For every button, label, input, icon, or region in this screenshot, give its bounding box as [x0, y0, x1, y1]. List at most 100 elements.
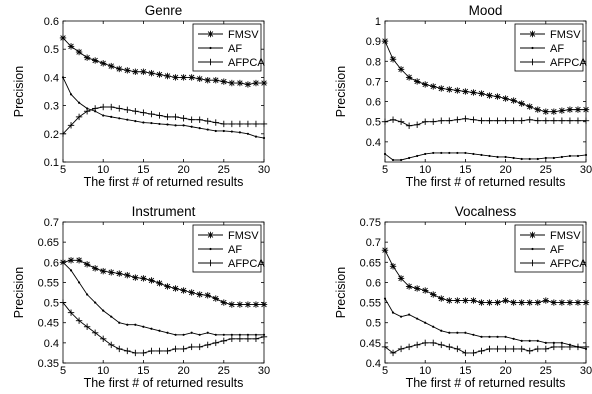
data-point-af	[568, 154, 572, 158]
chart-panel-3: 5 10 15 20 25 30 0.35 0.4 0.45 0.5 0.55 0.6 0.65 0.7 I…	[12, 204, 270, 390]
data-point-fmsv	[68, 43, 74, 50]
data-point-af	[440, 151, 443, 155]
data-point-fmsv	[164, 283, 171, 290]
data-point-af	[118, 117, 121, 120]
series-afpca	[59, 103, 268, 137]
data-point-af	[222, 129, 225, 133]
data-point-af	[214, 129, 217, 133]
series-fmsv	[381, 247, 590, 306]
series-af	[383, 297, 588, 350]
data-point-af	[383, 297, 387, 300]
data-point-fmsv	[559, 107, 565, 114]
y-tick-label: 0.4	[366, 358, 381, 370]
data-point-fmsv	[108, 63, 114, 69]
y-tick-label: 0.4	[366, 137, 381, 149]
x-tick-label: 20	[177, 164, 189, 176]
legend-marker-fmsv	[207, 31, 214, 37]
data-point-af	[182, 124, 185, 127]
data-point-fmsv	[583, 299, 589, 306]
data-point-fmsv	[430, 291, 436, 298]
data-point-af	[576, 154, 580, 158]
y-tick-label: 0.65	[360, 257, 381, 269]
data-point-af	[94, 301, 97, 304]
data-point-af	[230, 130, 233, 133]
data-point-fmsv	[76, 257, 82, 263]
x-tick-label: 30	[580, 365, 592, 377]
series-fmsv	[59, 34, 268, 88]
data-point-fmsv	[156, 71, 163, 78]
series-afpca	[381, 115, 590, 129]
data-point-af	[134, 120, 137, 123]
x-axis-label: The first # of returned results	[84, 175, 244, 189]
series-line-afpca	[62, 106, 264, 135]
data-point-af	[190, 331, 193, 334]
x-axis-label: The first # of returned results	[406, 376, 566, 390]
data-point-af	[536, 157, 539, 161]
chart-title: Instrument	[132, 204, 196, 219]
data-point-af	[480, 153, 483, 157]
data-point-fmsv	[60, 35, 66, 41]
data-point-fmsv	[140, 275, 147, 282]
data-point-af	[464, 151, 467, 155]
data-point-fmsv	[422, 81, 428, 88]
data-point-fmsv	[543, 297, 549, 304]
data-point-af	[544, 341, 547, 344]
data-point-fmsv	[221, 78, 227, 85]
data-point-fmsv	[382, 38, 388, 44]
chart-title: Vocalness	[455, 204, 517, 219]
x-tick-label: 25	[218, 164, 230, 176]
data-point-fmsv	[84, 54, 90, 61]
series-af	[61, 76, 266, 140]
x-tick-label: 25	[540, 164, 552, 176]
series-afpca	[381, 339, 590, 357]
data-point-fmsv	[205, 77, 211, 83]
data-point-af	[480, 335, 483, 338]
data-point-af	[391, 158, 395, 162]
chart-title: Mood	[469, 3, 503, 18]
data-point-af	[408, 156, 411, 160]
data-point-af	[182, 333, 185, 336]
legend-label-af: AF	[550, 244, 564, 256]
data-point-fmsv	[76, 49, 82, 55]
data-point-fmsv	[446, 297, 453, 304]
data-point-fmsv	[253, 301, 259, 308]
data-point-af	[496, 155, 499, 159]
y-tick-label: 0.45	[360, 338, 381, 350]
y-axis-label: Precision	[12, 66, 26, 117]
legend-box	[514, 23, 584, 72]
data-point-fmsv	[422, 287, 428, 294]
x-tick-label: 30	[258, 365, 270, 377]
data-point-fmsv	[575, 299, 581, 306]
data-point-fmsv	[124, 67, 131, 74]
data-point-fmsv	[390, 263, 396, 270]
data-point-fmsv	[221, 299, 227, 306]
x-tick-label: 10	[97, 365, 109, 377]
data-point-af	[440, 329, 443, 332]
legend-label-af: AF	[550, 43, 564, 55]
data-point-af	[174, 124, 177, 127]
data-point-af	[102, 309, 105, 312]
data-point-af	[166, 331, 169, 334]
data-point-af	[61, 261, 65, 264]
data-point-fmsv	[92, 265, 98, 272]
x-tick-label: 10	[97, 164, 109, 176]
y-tick-label: 0.4	[44, 338, 59, 350]
data-point-af	[262, 136, 266, 140]
data-point-af	[488, 335, 491, 338]
data-point-af	[472, 152, 475, 156]
data-point-af	[69, 269, 73, 272]
x-tick-label: 5	[60, 164, 66, 176]
data-point-af	[77, 101, 81, 104]
data-point-af	[158, 329, 161, 332]
data-point-fmsv	[518, 100, 525, 107]
data-point-fmsv	[172, 74, 179, 81]
data-point-fmsv	[382, 247, 388, 253]
data-point-af	[399, 315, 403, 318]
data-point-af	[166, 123, 169, 126]
data-point-fmsv	[518, 299, 525, 306]
legend: FMSV AF AFPCA	[514, 23, 587, 72]
data-point-af	[424, 321, 427, 324]
x-tick-label: 30	[580, 164, 592, 176]
x-tick-label: 20	[177, 365, 189, 377]
legend-marker-af	[209, 46, 212, 50]
